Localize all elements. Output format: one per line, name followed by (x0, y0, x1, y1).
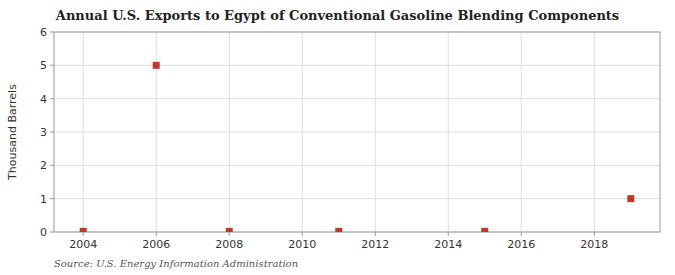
x-tick (83, 232, 84, 236)
plot-area (54, 32, 660, 232)
points (80, 62, 635, 232)
grid-line-y (54, 132, 660, 133)
x-tick-label: 2004 (69, 238, 97, 251)
y-axis-label: Thousand Barrels (6, 84, 19, 181)
x-tick-label: 2008 (215, 238, 243, 251)
axes: 2004 2006 2008 2010 2012 2014 2016 2018 0 1 2 3 4 5 6 (40, 26, 608, 251)
point (627, 195, 634, 202)
y-tick (50, 32, 54, 33)
x-tick-label: 2006 (142, 238, 170, 251)
x-tick-label: 2012 (361, 238, 389, 251)
y-tick (50, 132, 54, 133)
y-tick-label: 0 (40, 226, 47, 239)
x-tick (521, 232, 522, 236)
x-tick-label: 2018 (580, 238, 608, 251)
x-tick (302, 232, 303, 236)
point (153, 62, 160, 69)
title: Annual U.S. Exports to Egypt of Conventi… (55, 8, 619, 23)
grid-line-y (54, 198, 660, 199)
y-tick-label: 3 (40, 126, 47, 139)
y-tick (50, 65, 54, 66)
point (481, 228, 488, 232)
y-tick-label: 2 (40, 159, 47, 172)
grid-line-y (54, 98, 660, 99)
grid (54, 32, 660, 232)
x-tick (229, 232, 230, 236)
x-tick (594, 232, 595, 236)
y-tick-label: 1 (40, 193, 47, 206)
y-tick-label: 6 (40, 26, 47, 39)
y-tick (50, 165, 54, 166)
x-tick (448, 232, 449, 236)
x-tick (156, 232, 157, 236)
y-tick (50, 198, 54, 199)
y-tick-label: 4 (40, 93, 47, 106)
plot-frame (54, 32, 660, 232)
grid-line-y (54, 165, 660, 166)
point (335, 228, 342, 232)
x-tick-label: 2010 (288, 238, 316, 251)
point (80, 228, 87, 232)
x-tick-label: 2014 (434, 238, 462, 251)
x-tick-label: 2016 (507, 238, 535, 251)
grid-line-y (54, 65, 660, 66)
chart: 2004 2006 2008 2010 2012 2014 2016 2018 0 1 2 3 4 5 6 T… (0, 0, 675, 275)
x-tick (375, 232, 376, 236)
point (226, 228, 233, 232)
source-note: Source: U.S. Energy Information Administ… (54, 258, 298, 269)
y-tick-label: 5 (40, 59, 47, 72)
y-tick (50, 232, 54, 233)
y-tick (50, 98, 54, 99)
